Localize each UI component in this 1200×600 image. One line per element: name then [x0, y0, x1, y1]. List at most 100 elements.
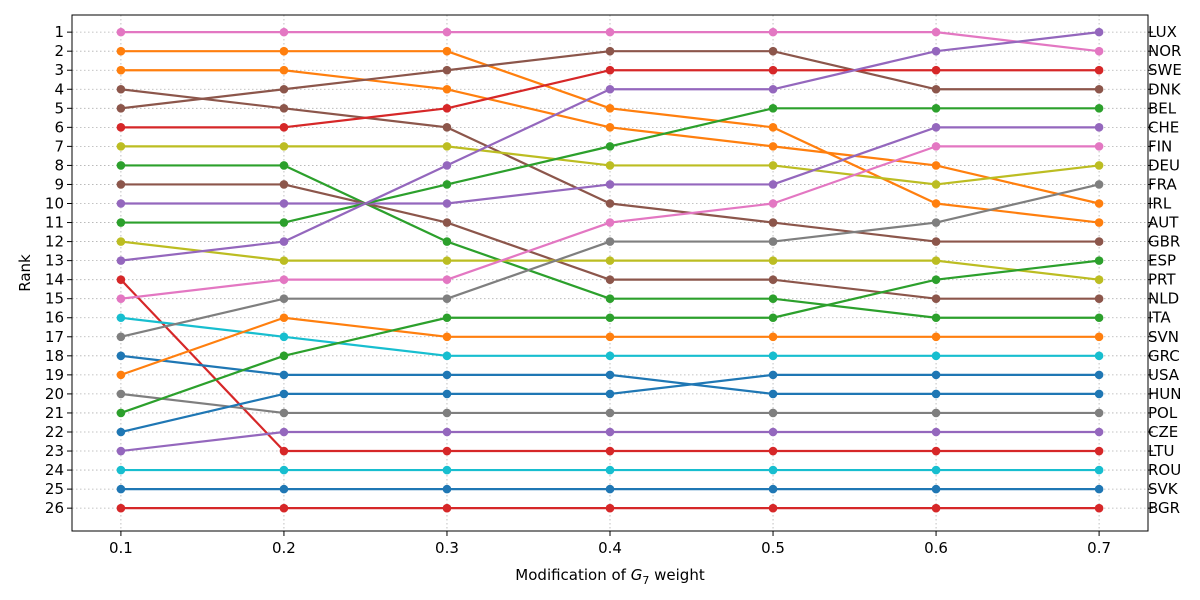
x-tick-label-4: 0.4	[598, 539, 622, 557]
data-point-brown-c-4	[605, 275, 615, 284]
country-label-dnk: DNK	[1148, 80, 1182, 98]
y-tick-label-10: 10	[45, 195, 64, 213]
data-point-brown-a-7	[1094, 237, 1104, 246]
data-point-blue-b-5	[768, 370, 778, 380]
data-point-brown-b-7	[1094, 84, 1104, 94]
data-point-purple-a-6	[931, 123, 941, 132]
data-point-pink-a-1	[116, 27, 126, 37]
data-point-olive-a-2	[279, 142, 289, 151]
data-point-orange-b-7	[1094, 199, 1104, 208]
series-red-a	[116, 65, 1104, 132]
series-green-a	[116, 161, 1104, 323]
country-label-prt: PRT	[1148, 271, 1176, 289]
y-tick-label-17: 17	[45, 328, 64, 346]
data-point-green-c-3	[442, 313, 452, 323]
data-point-purple-b-2	[279, 237, 289, 246]
data-point-pink-a-5	[768, 27, 778, 37]
data-point-brown-b-2	[279, 84, 289, 94]
series-pink-b	[116, 142, 1104, 304]
data-point-purple-c-7	[1094, 427, 1104, 437]
data-point-olive-a-5	[768, 161, 778, 170]
data-point-red-c-2	[279, 503, 289, 513]
data-point-red-c-7	[1094, 503, 1104, 513]
country-label-hun: HUN	[1148, 385, 1181, 403]
data-point-red-a-2	[279, 123, 289, 132]
country-label-bgr: BGR	[1148, 499, 1180, 517]
data-point-purple-c-6	[931, 427, 941, 437]
data-point-orange-b-3	[442, 84, 452, 94]
data-point-orange-c-4	[605, 332, 615, 342]
series-pink-a	[116, 27, 1104, 56]
data-point-gray-b-7	[1094, 408, 1104, 418]
data-point-gray-b-5	[768, 408, 778, 418]
data-point-brown-c-5	[768, 275, 778, 284]
data-point-olive-b-6	[931, 256, 941, 265]
data-point-cyan-a-6	[931, 351, 941, 361]
series-orange-a	[116, 46, 1104, 227]
data-point-gray-a-7	[1094, 180, 1104, 189]
data-point-cyan-a-1	[116, 313, 126, 323]
data-point-cyan-b-1	[116, 465, 126, 475]
series-purple-b	[116, 27, 1104, 265]
data-point-green-a-2	[279, 161, 289, 170]
data-point-brown-a-6	[931, 237, 941, 246]
series-olive-a	[116, 142, 1104, 189]
data-point-blue-b-6	[931, 370, 941, 380]
data-point-green-a-1	[116, 161, 126, 170]
y-axis-ticks: 1234567891011121314151617181920212223242…	[45, 23, 72, 517]
x-axis-label-suffix: weight	[649, 566, 704, 584]
data-point-red-c-4	[605, 503, 615, 513]
data-point-brown-b-4	[605, 46, 615, 56]
data-point-brown-c-6	[931, 294, 941, 304]
data-point-green-b-4	[605, 142, 615, 151]
x-axis-label: Modification of G7 weight	[515, 566, 705, 587]
data-point-pink-b-3	[442, 275, 452, 284]
data-point-orange-c-3	[442, 332, 452, 342]
x-tick-label-6: 0.6	[924, 539, 948, 557]
data-point-pink-b-6	[931, 142, 941, 151]
country-label-bel: BEL	[1148, 99, 1177, 117]
data-point-red-b-6	[931, 446, 941, 456]
data-point-orange-b-5	[768, 142, 778, 151]
data-point-red-b-3	[442, 446, 452, 456]
data-point-purple-b-6	[931, 46, 941, 56]
data-point-green-c-4	[605, 313, 615, 323]
data-point-blue-b-2	[279, 389, 289, 399]
data-point-purple-a-1	[116, 199, 126, 208]
data-point-brown-a-3	[442, 123, 452, 132]
country-label-cze: CZE	[1148, 423, 1178, 441]
y-tick-label-9: 9	[54, 175, 64, 193]
x-axis-label-subscript: 7	[642, 574, 649, 587]
data-point-green-c-6	[931, 275, 941, 284]
data-point-olive-b-3	[442, 256, 452, 265]
data-point-red-a-3	[442, 103, 452, 113]
country-label-ita: ITA	[1148, 309, 1171, 327]
data-point-green-c-1	[116, 408, 126, 418]
country-label-nor: NOR	[1148, 42, 1181, 60]
data-point-brown-b-6	[931, 84, 941, 94]
data-point-olive-b-5	[768, 256, 778, 265]
data-point-purple-c-4	[605, 427, 615, 437]
series-line-red-b	[120, 278, 1100, 453]
data-point-blue-a-5	[768, 389, 778, 399]
data-point-red-c-6	[931, 503, 941, 513]
data-point-blue-b-3	[442, 389, 452, 399]
data-point-blue-c-4	[605, 484, 615, 494]
country-label-fin: FIN	[1148, 137, 1172, 155]
data-point-green-b-3	[442, 180, 452, 189]
series-blue-a	[116, 351, 1104, 399]
data-point-blue-a-4	[605, 370, 615, 380]
series-blue-c	[116, 484, 1104, 494]
data-point-purple-a-3	[442, 199, 452, 208]
data-point-olive-a-6	[931, 180, 941, 189]
data-point-cyan-b-5	[768, 465, 778, 475]
data-point-purple-b-3	[442, 161, 452, 170]
y-tick-label-16: 16	[45, 309, 64, 327]
data-point-gray-a-6	[931, 218, 941, 227]
data-point-purple-c-5	[768, 427, 778, 437]
x-axis-label-prefix: Modification of	[515, 566, 630, 584]
data-point-red-b-1	[116, 275, 126, 284]
data-point-red-c-3	[442, 503, 452, 513]
data-point-cyan-b-4	[605, 465, 615, 475]
data-point-cyan-b-6	[931, 465, 941, 475]
